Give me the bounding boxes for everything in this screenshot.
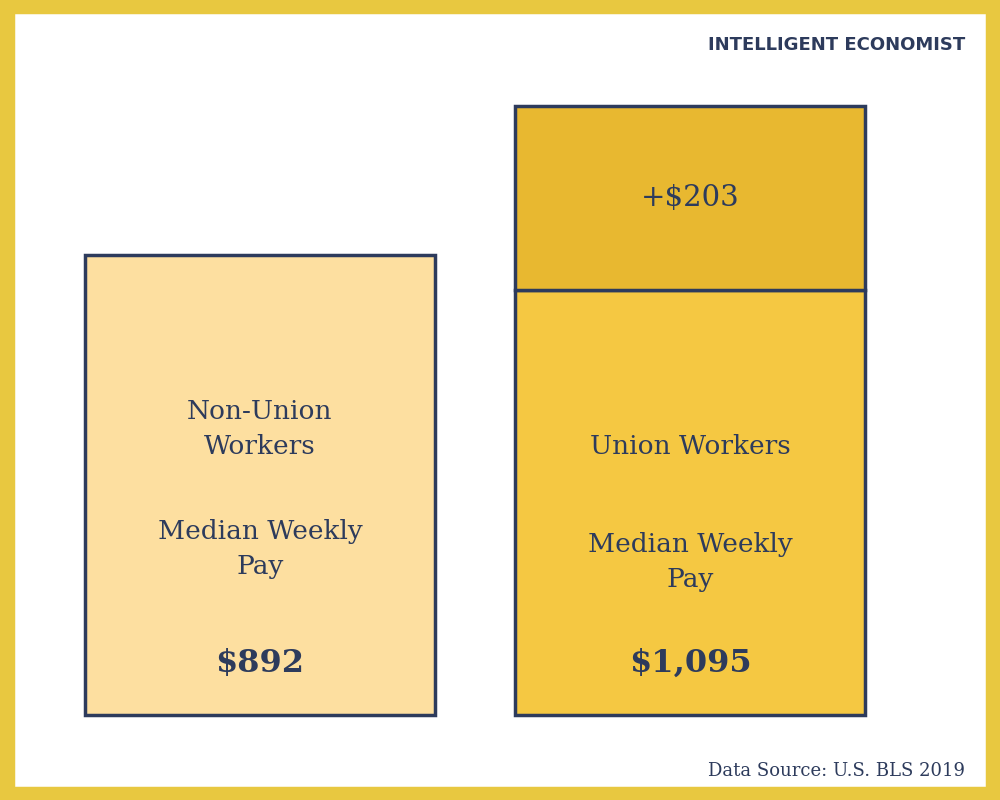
Text: $892: $892 [216, 648, 304, 678]
Text: $1,095: $1,095 [629, 648, 751, 678]
Text: +$203: +$203 [641, 184, 739, 212]
Bar [85, 255, 435, 715]
Text: Non-Union
Workers: Non-Union Workers [187, 399, 333, 459]
Text: Union Workers: Union Workers [590, 434, 790, 459]
Bar [515, 290, 865, 715]
Text: Data Source: U.S. BLS 2019: Data Source: U.S. BLS 2019 [708, 762, 965, 780]
Text: Median Weekly
Pay: Median Weekly Pay [588, 533, 792, 592]
Bar [515, 106, 865, 290]
Text: INTELLIGENT ECONOMIST: INTELLIGENT ECONOMIST [708, 36, 965, 54]
Text: Median Weekly
Pay: Median Weekly Pay [158, 519, 362, 579]
